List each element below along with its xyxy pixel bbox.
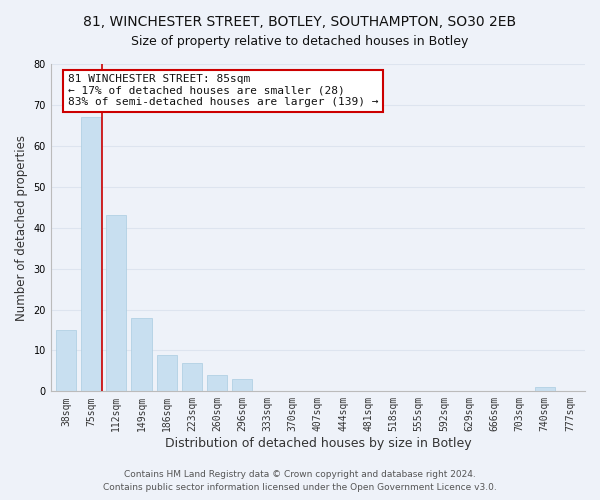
Bar [106,216,127,392]
Bar [232,379,253,392]
Bar [81,117,101,392]
Text: Contains HM Land Registry data © Crown copyright and database right 2024.
Contai: Contains HM Land Registry data © Crown c… [103,470,497,492]
Bar [182,362,202,392]
Bar [157,354,177,392]
Text: 81 WINCHESTER STREET: 85sqm
← 17% of detached houses are smaller (28)
83% of sem: 81 WINCHESTER STREET: 85sqm ← 17% of det… [68,74,379,108]
X-axis label: Distribution of detached houses by size in Botley: Distribution of detached houses by size … [164,437,471,450]
Bar [207,375,227,392]
Text: 81, WINCHESTER STREET, BOTLEY, SOUTHAMPTON, SO30 2EB: 81, WINCHESTER STREET, BOTLEY, SOUTHAMPT… [83,15,517,29]
Y-axis label: Number of detached properties: Number of detached properties [15,134,28,320]
Text: Size of property relative to detached houses in Botley: Size of property relative to detached ho… [131,35,469,48]
Bar [56,330,76,392]
Bar [131,318,152,392]
Bar [535,387,555,392]
